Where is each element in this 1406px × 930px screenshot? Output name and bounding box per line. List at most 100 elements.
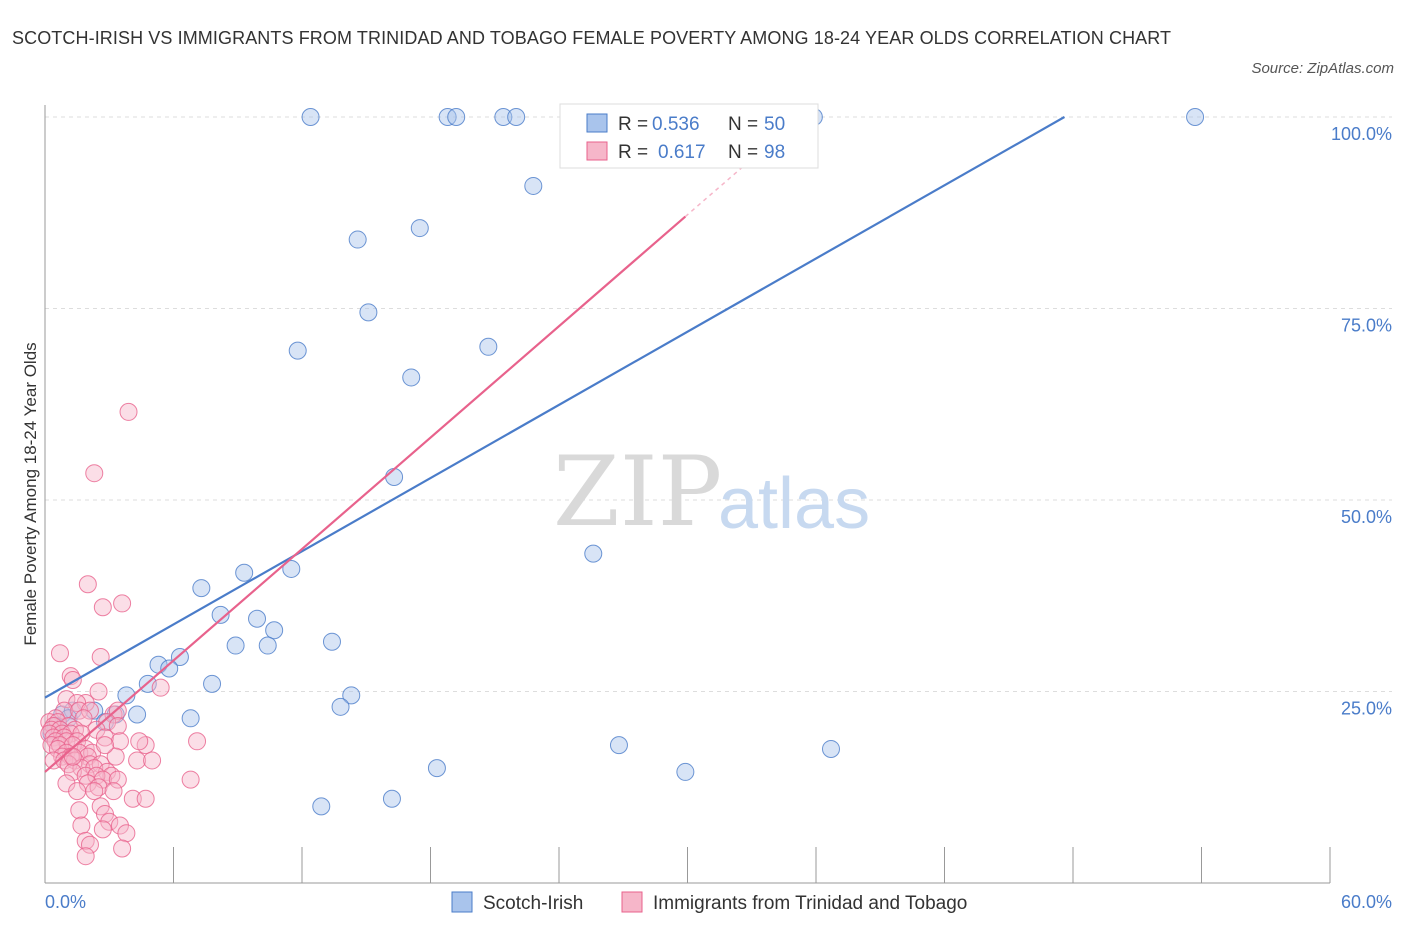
- trinidad-point: [98, 713, 117, 732]
- scotch-irish-point: [385, 468, 404, 487]
- scotch-irish-point: [258, 636, 277, 655]
- scotch-irish-point: [331, 697, 350, 716]
- legend-swatch-pink: [586, 141, 608, 161]
- scotch-irish-point: [160, 659, 179, 678]
- trinidad-point: [151, 678, 170, 697]
- stats-r-label-pink: R =: [618, 142, 648, 163]
- trinidad-point: [80, 701, 99, 720]
- trinidad-point: [104, 782, 123, 801]
- trinidad-point: [130, 732, 149, 751]
- stats-legend: R = 0.536 N = 50 R = 0.617 N = 98: [559, 103, 819, 169]
- trinidad-point: [85, 782, 104, 801]
- scotch-irish-point: [288, 341, 307, 360]
- trinidad-point: [89, 682, 108, 701]
- trinidad-point: [128, 751, 147, 770]
- scotch-irish-point: [235, 563, 254, 582]
- scotch-irish-point: [1186, 108, 1205, 126]
- trend-line-trinidad: [44, 215, 687, 773]
- scotch-irish-point: [410, 219, 429, 238]
- trinidad-point: [93, 820, 112, 839]
- stats-n-value-blue: 50: [764, 114, 785, 135]
- watermark-atlas: atlas: [718, 464, 870, 544]
- scotch-irish-point: [192, 579, 211, 598]
- trinidad-point: [113, 839, 132, 858]
- scotch-irish-point: [211, 605, 230, 624]
- scotch-irish-point: [584, 544, 603, 563]
- trinidad-point: [110, 732, 129, 751]
- y-tick-label: 50.0%: [1341, 507, 1392, 527]
- trend-lines: [44, 116, 1065, 773]
- trinidad-point: [95, 728, 114, 747]
- stats-r-value-pink: 0.617: [658, 142, 706, 163]
- stats-r-value-blue: 0.536: [652, 114, 700, 135]
- x-tick-label-max: 60.0%: [1341, 892, 1392, 912]
- scotch-irish-point: [524, 176, 543, 195]
- trinidad-point: [72, 816, 91, 835]
- scotch-irish-point: [322, 632, 341, 651]
- scotch-irish-point: [479, 337, 498, 356]
- x-tick-label-min: 0.0%: [45, 892, 86, 912]
- trinidad-point: [44, 751, 63, 770]
- scotch-irish-point: [248, 609, 267, 628]
- scotch-irish-point: [128, 705, 147, 724]
- y-tick-labels: 25.0% 50.0% 75.0% 100.0%: [1331, 124, 1392, 719]
- trinidad-point: [143, 751, 162, 770]
- trend-line-scotch-irish: [44, 116, 1065, 699]
- scotch-irish-point: [226, 636, 245, 655]
- trinidad-point: [76, 766, 95, 785]
- trinidad-point: [117, 824, 136, 843]
- scotch-irish-point: [170, 648, 189, 667]
- trinidad-point: [181, 770, 200, 789]
- scotch-irish-point: [821, 739, 840, 758]
- trinidad-point: [108, 770, 127, 789]
- trinidad-point: [50, 644, 69, 663]
- legend-swatch-blue: [586, 113, 608, 133]
- trinidad-point: [93, 598, 112, 617]
- legend-label-scotch-irish: Scotch-Irish: [483, 893, 583, 914]
- trinidad-point: [110, 816, 129, 835]
- trinidad-point: [106, 747, 125, 766]
- scotch-irish-point: [359, 303, 378, 322]
- trinidad-point: [188, 732, 207, 751]
- scotch-irish-point: [494, 108, 513, 126]
- scotch-irish-point: [282, 559, 301, 578]
- y-tick-label: 100.0%: [1331, 124, 1392, 144]
- stats-n-value-pink: 98: [764, 142, 785, 163]
- legend-swatch-scotch-irish: [451, 891, 473, 913]
- chart-title: SCOTCH-IRISH VS IMMIGRANTS FROM TRINIDAD…: [12, 28, 1172, 48]
- trinidad-point: [119, 402, 138, 421]
- scotch-irish-point: [382, 789, 401, 808]
- scotch-irish-point: [342, 686, 361, 705]
- trinidad-point: [78, 575, 97, 594]
- trinidad-point: [76, 847, 95, 866]
- watermark-zip: ZIP: [553, 436, 722, 548]
- scotch-irish-point: [348, 230, 367, 249]
- trinidad-point: [95, 736, 114, 755]
- trinidad-point: [63, 747, 82, 766]
- y-tick-label: 75.0%: [1341, 316, 1392, 336]
- trinidad-point: [85, 464, 104, 483]
- scotch-irish-point: [507, 108, 526, 126]
- trinidad-point: [80, 835, 99, 854]
- trinidad-point: [113, 594, 132, 613]
- scotch-irish-point: [427, 759, 446, 778]
- scotch-irish-point: [609, 736, 628, 755]
- legend-swatch-trinidad: [621, 891, 643, 913]
- y-tick-label: 25.0%: [1341, 699, 1392, 719]
- trinidad-point: [78, 774, 97, 793]
- trinidad-point: [70, 801, 89, 820]
- stats-r-label-blue: R =: [618, 114, 648, 135]
- scotch-irish-point: [203, 674, 222, 693]
- trinidad-point: [57, 774, 76, 793]
- scotch-irish-point: [312, 797, 331, 816]
- scotch-irish-point: [181, 709, 200, 728]
- stats-n-label-pink: N =: [728, 142, 758, 163]
- trinidad-point: [108, 716, 127, 735]
- trinidad-point: [100, 812, 119, 831]
- scotch-irish-point: [265, 621, 284, 640]
- source-label: Source: ZipAtlas.com: [1251, 60, 1394, 77]
- scotch-irish-point: [676, 762, 695, 781]
- series-trinidad-points: [40, 108, 658, 866]
- series-legend: Scotch-Irish Immigrants from Trinidad an…: [451, 891, 967, 914]
